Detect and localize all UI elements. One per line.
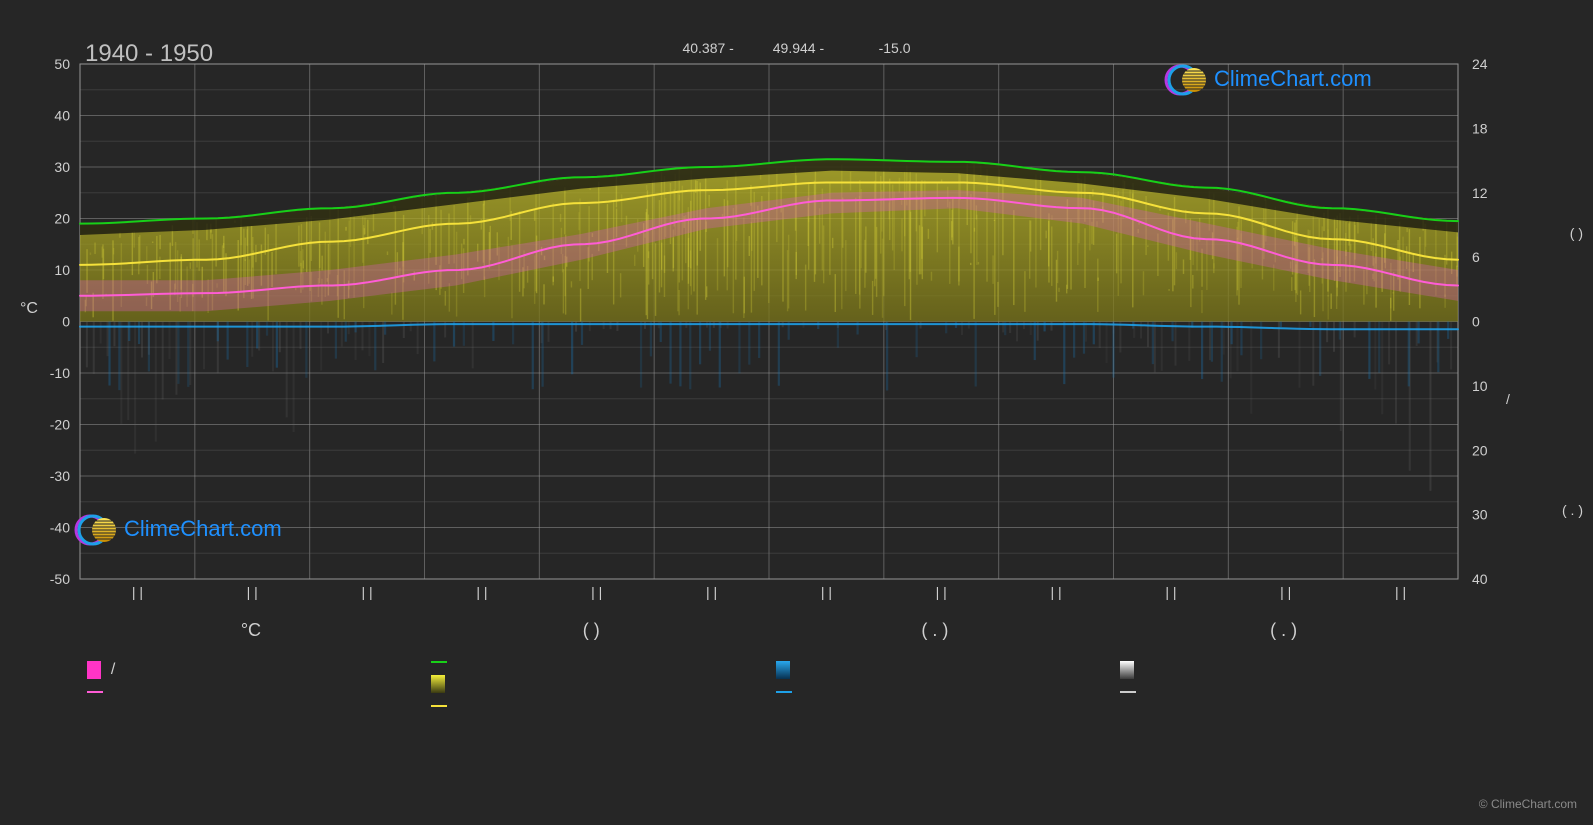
legend-item: [87, 691, 418, 693]
svg-text:| |: | |: [1050, 584, 1061, 600]
legend-item: [1120, 691, 1451, 693]
svg-text:| |: | |: [1165, 584, 1176, 600]
svg-text:| |: | |: [1280, 584, 1291, 600]
svg-text:50: 50: [54, 56, 70, 72]
legend-column: [1120, 661, 1451, 707]
svg-text:| |: | |: [1395, 584, 1406, 600]
legend-headers: °C ( ) ( . ) ( . ): [80, 620, 1458, 641]
elev-label: -15.0: [879, 40, 911, 56]
chart-plot: -50-40-30-20-100102030405006121824102030…: [80, 64, 1458, 579]
svg-text:-40: -40: [50, 520, 70, 536]
legend-swatch: [87, 661, 101, 679]
svg-text:-50: -50: [50, 571, 70, 587]
svg-text:| |: | |: [361, 584, 372, 600]
svg-text:20: 20: [1472, 442, 1488, 458]
legend-item: [776, 691, 1107, 693]
legend-header-4: ( . ): [1270, 620, 1297, 641]
svg-text:30: 30: [54, 159, 70, 175]
legend: °C ( ) ( . ) ( . ) /: [80, 620, 1458, 719]
chart-svg: -50-40-30-20-100102030405006121824102030…: [80, 64, 1458, 579]
legend-swatch: [776, 661, 790, 679]
right-axis-lower-paren: ( . ): [1562, 502, 1583, 518]
svg-text:| |: | |: [591, 584, 602, 600]
legend-swatch: [776, 691, 792, 693]
legend-column: /: [87, 661, 418, 707]
svg-text:ClimeChart.com: ClimeChart.com: [124, 516, 282, 541]
legend-item: [431, 675, 762, 693]
legend-header-2: ( ): [583, 620, 600, 641]
lon-label: 49.944 -: [773, 40, 824, 56]
legend-label: /: [111, 661, 115, 679]
legend-swatch: [87, 691, 103, 693]
legend-item: [431, 661, 762, 663]
svg-text:18: 18: [1472, 120, 1488, 136]
legend-item: [776, 661, 1107, 679]
lat-label: 40.387 -: [682, 40, 733, 56]
y-left-axis-label: °C: [20, 300, 38, 318]
legend-swatch: [431, 705, 447, 707]
right-axis-upper-paren: ( ): [1570, 225, 1583, 241]
legend-header-3: ( . ): [921, 620, 948, 641]
svg-text:30: 30: [1472, 507, 1488, 523]
svg-text:40: 40: [1472, 571, 1488, 587]
svg-text:-20: -20: [50, 417, 70, 433]
svg-text:12: 12: [1472, 185, 1488, 201]
legend-item: /: [87, 661, 418, 679]
svg-text:-30: -30: [50, 468, 70, 484]
svg-text:0: 0: [1472, 314, 1480, 330]
svg-text:6: 6: [1472, 249, 1480, 265]
svg-text:10: 10: [54, 262, 70, 278]
svg-text:10: 10: [1472, 378, 1488, 394]
svg-text:/: /: [1506, 391, 1510, 407]
svg-text:20: 20: [54, 211, 70, 227]
svg-text:ClimeChart.com: ClimeChart.com: [1214, 66, 1372, 91]
svg-text:| |: | |: [476, 584, 487, 600]
svg-text:| |: | |: [706, 584, 717, 600]
legend-swatch: [1120, 691, 1136, 693]
legend-header-temp: °C: [241, 620, 261, 641]
svg-text:| |: | |: [247, 584, 258, 600]
legend-column: [776, 661, 1107, 707]
legend-item: [1120, 661, 1451, 679]
svg-text:-10: -10: [50, 365, 70, 381]
svg-text:40: 40: [54, 108, 70, 124]
legend-swatch: [1120, 661, 1134, 679]
header-coords: 40.387 - 49.944 - -15.0: [0, 40, 1593, 56]
copyright-text: © ClimeChart.com: [1479, 797, 1577, 811]
legend-item: [431, 705, 762, 707]
svg-text:| |: | |: [936, 584, 947, 600]
svg-text:| |: | |: [132, 584, 143, 600]
svg-text:0: 0: [62, 314, 70, 330]
svg-text:| |: | |: [821, 584, 832, 600]
legend-swatch: [431, 675, 445, 693]
legend-column: [431, 661, 762, 707]
legend-swatch: [431, 661, 447, 663]
svg-text:24: 24: [1472, 56, 1488, 72]
